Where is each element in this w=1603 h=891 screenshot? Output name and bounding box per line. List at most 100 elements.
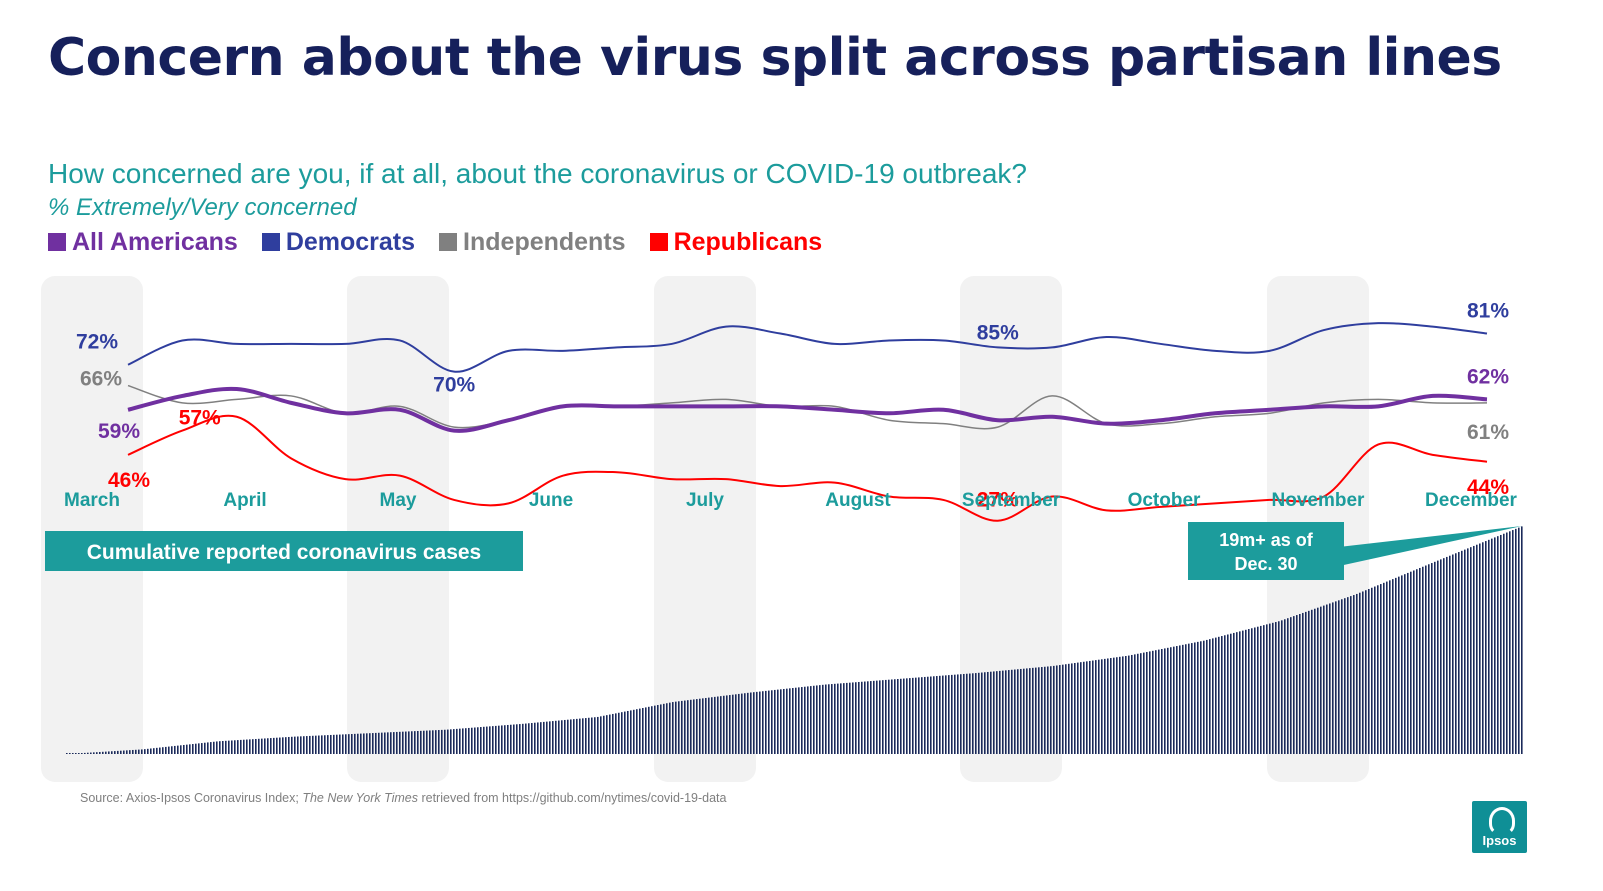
case-bar	[420, 730, 422, 754]
case-bar	[807, 686, 809, 754]
case-bar	[1047, 666, 1049, 754]
case-bar	[273, 737, 275, 754]
case-bar	[462, 728, 464, 754]
case-bar	[321, 735, 323, 754]
case-bar	[963, 673, 965, 754]
case-bar	[393, 732, 395, 754]
case-bar	[786, 688, 788, 754]
case-bar	[1017, 669, 1019, 754]
case-bar	[390, 732, 392, 754]
case-bar	[912, 677, 914, 754]
case-bar	[345, 734, 347, 754]
case-bar	[306, 736, 308, 754]
case-bar	[1482, 542, 1484, 754]
case-bar	[1431, 563, 1433, 754]
case-bar	[834, 683, 836, 754]
case-bar	[1383, 582, 1385, 754]
case-bar	[870, 681, 872, 754]
series-line-democrats	[127, 322, 1488, 373]
case-bar	[1077, 662, 1079, 754]
case-bar	[1110, 658, 1112, 754]
case-bar	[1488, 539, 1490, 754]
data-label-independents: 61%	[1467, 421, 1509, 444]
case-bar	[816, 685, 818, 754]
source-url: retrieved from https://github.com/nytime…	[418, 791, 727, 805]
case-bar	[1074, 662, 1076, 754]
case-bar	[876, 680, 878, 754]
case-bar	[855, 682, 857, 754]
case-bar	[615, 713, 617, 754]
case-bar	[1179, 645, 1181, 754]
case-bar	[330, 734, 332, 754]
case-bar	[288, 736, 290, 754]
case-bar	[981, 672, 983, 754]
case-bar	[690, 699, 692, 754]
case-bar	[843, 683, 845, 754]
data-label-republicans: 46%	[108, 469, 150, 492]
case-bar	[510, 724, 512, 754]
case-bar	[156, 747, 158, 754]
case-bar	[681, 700, 683, 754]
legend-swatch	[439, 233, 458, 251]
case-bar	[1347, 597, 1349, 754]
case-bar	[138, 749, 140, 754]
case-bar	[996, 671, 998, 754]
case-bar	[867, 681, 869, 754]
case-bar	[1503, 533, 1505, 754]
case-bar	[1467, 548, 1469, 754]
case-bar	[204, 742, 206, 754]
case-bar	[1404, 574, 1406, 754]
case-bar	[111, 751, 113, 754]
case-bar	[1248, 629, 1250, 754]
case-bar	[1377, 585, 1379, 754]
case-bar	[1038, 667, 1040, 754]
case-bar	[216, 741, 218, 754]
legend-swatch	[649, 233, 668, 251]
case-bar	[1476, 544, 1478, 754]
case-bar	[1338, 600, 1340, 754]
case-bar	[477, 727, 479, 754]
case-bar	[591, 717, 593, 754]
case-bar	[1020, 668, 1022, 754]
data-label-democrats: 70%	[433, 374, 475, 397]
case-bar	[576, 718, 578, 754]
case-bar	[1188, 643, 1190, 754]
case-bar	[504, 725, 506, 754]
case-bar	[447, 729, 449, 754]
month-band-march	[41, 276, 143, 782]
case-bar	[1104, 658, 1106, 754]
case-bar	[246, 739, 248, 754]
case-bar	[231, 740, 233, 754]
case-bar	[1350, 596, 1352, 754]
logo-icon	[1489, 807, 1515, 835]
case-bar	[1392, 579, 1394, 754]
case-bar	[1107, 658, 1109, 754]
case-bar	[717, 696, 719, 754]
case-bar	[1260, 625, 1262, 754]
case-bar	[837, 683, 839, 754]
case-bar	[798, 687, 800, 754]
case-bar	[1065, 664, 1067, 754]
data-label-democrats: 85%	[977, 321, 1019, 344]
case-bar	[627, 710, 629, 754]
case-bar	[96, 752, 98, 754]
case-bar	[444, 729, 446, 754]
case-bar	[735, 694, 737, 754]
legend-swatch	[48, 233, 66, 251]
case-bar	[219, 741, 221, 754]
case-bar	[129, 750, 131, 754]
case-bar	[243, 739, 245, 754]
case-bar	[300, 736, 302, 754]
case-bar	[927, 676, 929, 754]
case-bar	[1083, 661, 1085, 754]
case-bar	[186, 744, 188, 754]
case-bar	[177, 745, 179, 754]
case-bar	[465, 728, 467, 754]
case-bar	[1002, 670, 1004, 754]
case-bar	[222, 741, 224, 754]
case-bar	[168, 746, 170, 754]
case-bar	[339, 734, 341, 754]
case-bar	[531, 722, 533, 754]
callout-box	[1188, 522, 1344, 580]
case-bar	[1368, 588, 1370, 754]
